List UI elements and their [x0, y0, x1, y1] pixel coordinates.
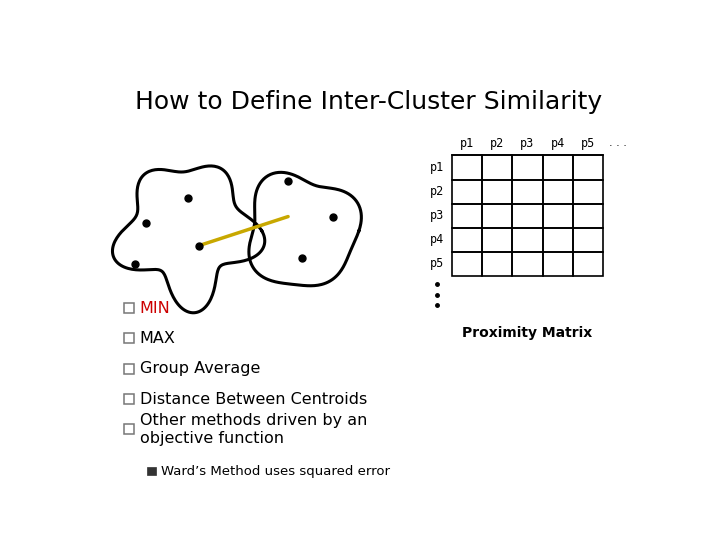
Text: . . .: . . . [609, 138, 627, 149]
Text: p5: p5 [580, 137, 595, 150]
Bar [572, 180, 603, 204]
Bar [543, 228, 572, 252]
Bar [482, 228, 513, 252]
Text: p2: p2 [490, 137, 505, 150]
Bar [482, 180, 513, 204]
Bar [452, 252, 482, 276]
Text: Proximity Matrix: Proximity Matrix [462, 326, 593, 340]
Bar [513, 204, 543, 228]
Text: p3: p3 [430, 209, 444, 222]
Bar [543, 156, 572, 180]
Bar [452, 156, 482, 180]
Text: p3: p3 [521, 137, 534, 150]
Text: p1: p1 [460, 137, 474, 150]
Bar [513, 252, 543, 276]
Text: Ward’s Method uses squared error: Ward’s Method uses squared error [161, 464, 390, 477]
Bar [543, 252, 572, 276]
Text: p5: p5 [430, 258, 444, 271]
Bar [452, 228, 482, 252]
Bar [147, 467, 156, 475]
Text: MAX: MAX [140, 331, 176, 346]
Text: MIN: MIN [140, 301, 171, 315]
Text: p4: p4 [430, 233, 444, 246]
Bar [482, 252, 513, 276]
Bar [513, 180, 543, 204]
Bar [124, 333, 134, 343]
Bar [543, 180, 572, 204]
Bar [124, 364, 134, 374]
Bar [572, 228, 603, 252]
Bar [572, 252, 603, 276]
Text: Distance Between Centroids: Distance Between Centroids [140, 392, 367, 407]
Text: p2: p2 [430, 185, 444, 198]
Bar [124, 394, 134, 404]
Bar [513, 156, 543, 180]
Bar [482, 204, 513, 228]
Bar [572, 156, 603, 180]
Bar [124, 424, 134, 435]
Bar [452, 180, 482, 204]
Bar [572, 204, 603, 228]
Text: Other methods driven by an
objective function: Other methods driven by an objective fun… [140, 413, 367, 446]
Text: p1: p1 [430, 161, 444, 174]
Text: How to Define Inter-Cluster Similarity: How to Define Inter-Cluster Similarity [135, 90, 603, 114]
Bar [124, 303, 134, 313]
Text: Group Average: Group Average [140, 361, 260, 376]
Bar [513, 228, 543, 252]
Bar [482, 156, 513, 180]
Bar [452, 204, 482, 228]
Text: p4: p4 [551, 137, 564, 150]
Bar [543, 204, 572, 228]
